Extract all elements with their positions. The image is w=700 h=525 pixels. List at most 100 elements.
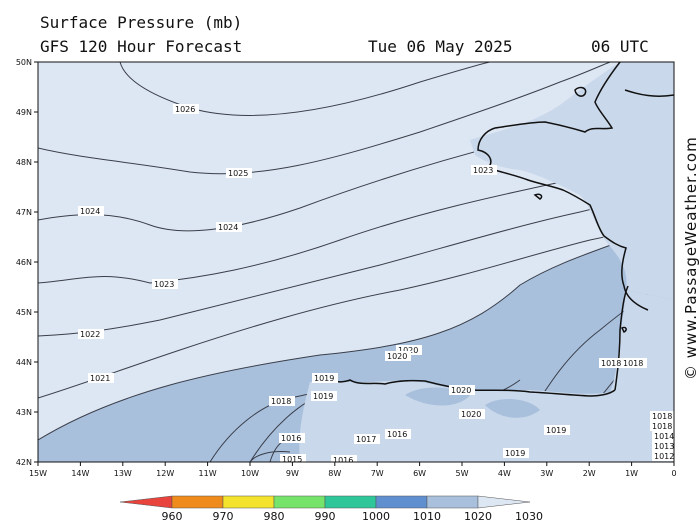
isobar-value: 1016 — [387, 430, 407, 439]
isobar-value: 1013 — [654, 442, 674, 451]
forecast-time: 06 UTC — [591, 37, 649, 56]
scale-arrow-right — [477, 495, 531, 509]
isobar-1015 — [249, 451, 291, 462]
isobar-value: 1020 — [451, 386, 471, 395]
isobar-value: 1026 — [175, 105, 195, 114]
isobar-label: 1024 — [78, 206, 104, 216]
isobar-label: 1018 — [650, 411, 674, 421]
lon-label: 8W — [328, 469, 341, 478]
isobar-label: 1019 — [544, 425, 570, 435]
isobar-value: 1019 — [505, 449, 525, 458]
isobar-value: 1016 — [333, 456, 353, 465]
lon-label: 10W — [241, 469, 259, 478]
france-land — [470, 62, 674, 300]
isobar-value: 1017 — [356, 435, 376, 444]
isobar-label: 1016 — [279, 433, 305, 443]
isobar-value: 1018 — [623, 359, 643, 368]
isobar-label: 1020 — [396, 345, 422, 355]
isobar-1025 — [38, 62, 611, 175]
scale-label: 1000 — [362, 510, 390, 523]
lon-label: 6W — [413, 469, 426, 478]
isobar-1026 — [119, 62, 491, 117]
isobar-label: 1019 — [311, 391, 337, 401]
iberia-land — [299, 290, 674, 462]
isobar-label: 1019 — [312, 373, 338, 383]
isobar-label: 1012 — [652, 451, 674, 461]
isobar-label: 1014 — [652, 431, 674, 441]
isobar-1020 — [38, 219, 674, 441]
channel-island — [574, 86, 587, 97]
isobar-label: 1015 — [280, 454, 306, 464]
isobar-label: 1013 — [652, 441, 674, 451]
isobar-label: 1020 — [449, 385, 475, 395]
scale-label: 960 — [162, 510, 183, 523]
pressure-color-scale: 960 970 980 990 1000 1010 1020 1030 — [119, 495, 543, 523]
lat-label: 50N — [16, 58, 32, 67]
isobar-value: 1025 — [228, 169, 248, 178]
isobar-label: 1025 — [226, 168, 252, 178]
isobar-value: 1014 — [654, 432, 674, 441]
scale-swatch — [426, 495, 479, 509]
lon-label: 11W — [199, 469, 217, 478]
lon-label: 0 — [671, 469, 676, 478]
isobar-label: 1020 — [459, 409, 485, 419]
watermark-text: © www.PassageWeather.com — [682, 136, 700, 380]
scale-label: 970 — [213, 510, 234, 523]
scale-swatch — [222, 495, 275, 509]
iberia-north-coastline — [314, 379, 616, 397]
isobar-value: 1020 — [398, 346, 418, 355]
ile-island — [533, 193, 543, 200]
isobar-value: 1021 — [90, 374, 110, 383]
isobar-label: 1020 — [385, 351, 411, 361]
bay-water-2 — [485, 398, 540, 418]
isobar-value: 1023 — [473, 166, 493, 175]
isobar-value: 1020 — [387, 352, 407, 361]
lat-label: 49N — [16, 108, 32, 117]
scale-label: 980 — [264, 510, 285, 523]
isobar-value: 1015 — [282, 455, 302, 464]
scale-swatch — [171, 495, 224, 509]
lon-label: 3W — [540, 469, 553, 478]
lat-label: 48N — [16, 158, 32, 167]
isobar-value: 1023 — [154, 280, 174, 289]
isobar-label: 1017 — [354, 434, 380, 444]
isobar-label: 1016 — [385, 429, 411, 439]
isobar-label: 1023 — [152, 279, 178, 289]
lat-label: 42N — [16, 458, 32, 467]
isobar-value: 1024 — [80, 207, 100, 216]
isobar-label: 1018 — [269, 396, 295, 406]
isobar-label: 1023 — [471, 165, 497, 175]
isobar-value: 1018 — [652, 422, 672, 431]
isobar-value: 1019 — [546, 426, 566, 435]
isobar-labels: 1026 1025 1024 1024 1023 1023 1022 1021 … — [78, 104, 674, 465]
scale-swatch — [324, 495, 377, 509]
france-north-coast — [624, 89, 674, 97]
isobar-value: 1020 — [461, 410, 481, 419]
lon-label: 4W — [498, 469, 511, 478]
lat-label: 44N — [16, 358, 32, 367]
isobar-label: 1018 — [599, 358, 625, 368]
scale-label: 1020 — [464, 510, 492, 523]
isobar-label: 1016 — [331, 455, 357, 465]
latitude-axis: 50N 49N 48N 47N 46N 45N 44N 43N 42N — [16, 58, 38, 467]
chart-title: Surface Pressure (mb) — [40, 13, 243, 32]
chart-subtitle: GFS 120 Hour Forecast — [40, 37, 243, 56]
isobar-value: 1019 — [313, 392, 333, 401]
lat-label: 43N — [16, 408, 32, 417]
lon-label: 7W — [371, 469, 384, 478]
isobar-1021 — [38, 211, 674, 399]
isobar-label: 1024 — [216, 222, 242, 232]
spain-france-border — [614, 285, 629, 391]
isobar-value: 1018 — [601, 359, 621, 368]
scale-label: 1010 — [413, 510, 441, 523]
longitude-axis: 15W 14W 13W 12W 11W 10W 9W 8W 7W 6W 5W 4W 3W 2W 1W 0 — [29, 462, 677, 478]
isobar-label: 1022 — [78, 329, 104, 339]
lon-label: 14W — [71, 469, 89, 478]
isobar-label: 1018 — [650, 421, 674, 431]
lon-label: 5W — [456, 469, 469, 478]
isobar-value: 1024 — [218, 223, 238, 232]
isobar-value: 1016 — [281, 434, 301, 443]
isobar-value: 1022 — [80, 330, 100, 339]
lat-label: 47N — [16, 208, 32, 217]
